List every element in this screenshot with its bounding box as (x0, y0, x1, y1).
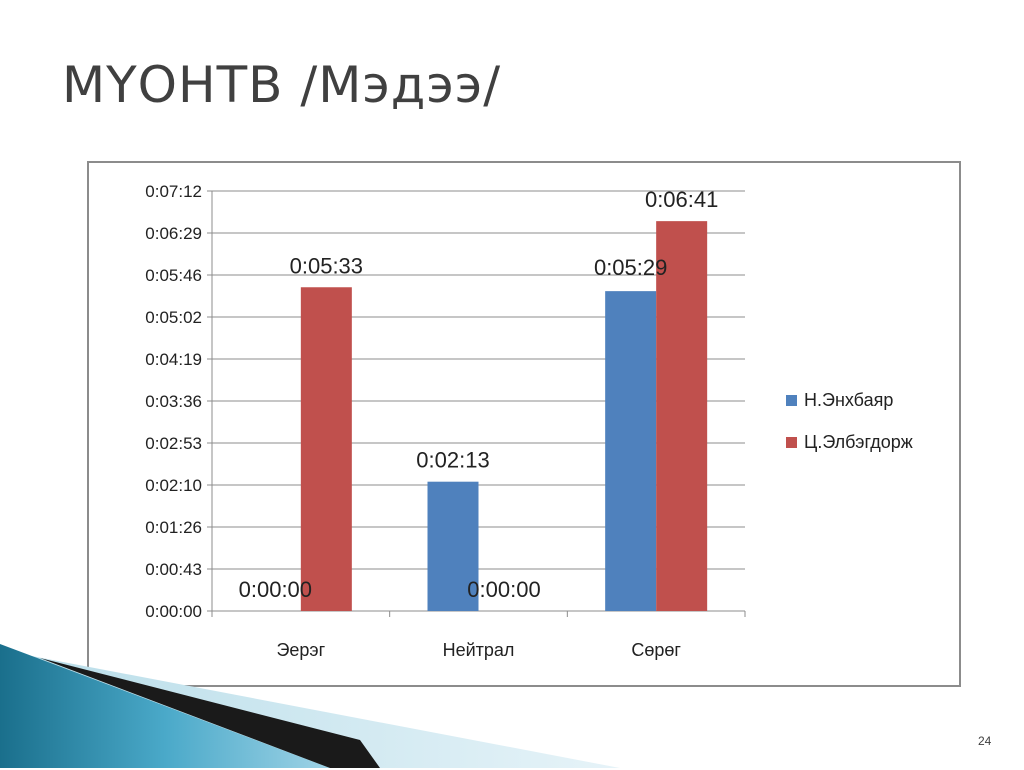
slide-title: МҮОНТВ /Мэдээ/ (62, 56, 502, 114)
y-tick-label: 0:06:29 (145, 224, 202, 243)
y-tick-label: 0:02:10 (145, 476, 202, 495)
bar-chart: 0:00:00 0:00:43 0:01:26 0:02:10 0:02:53 0:03:… (145, 182, 913, 660)
y-tick-label: 0:01:26 (145, 518, 202, 537)
legend-entry: Ц.Элбэгдорж (804, 432, 913, 452)
data-label: 0:06:41 (645, 187, 718, 212)
data-label: 0:00:00 (239, 577, 312, 602)
decorative-swoosh (0, 644, 620, 768)
y-tick-label: 0:02:53 (145, 434, 202, 453)
data-label: 0:05:33 (290, 253, 363, 278)
chart-frame: 0:00:00 0:00:43 0:01:26 0:02:10 0:02:53 0:03:… (87, 161, 961, 687)
bar-series-2 (656, 221, 708, 611)
category-label: Эерэг (276, 640, 325, 660)
y-tick-label: 0:00:00 (145, 602, 202, 621)
legend-swatch (786, 395, 797, 406)
y-tick-label: 0:04:19 (145, 350, 202, 369)
data-label: 0:05:29 (594, 255, 667, 280)
category-label: Сөрөг (631, 640, 681, 660)
category-label: Нейтрал (443, 640, 515, 660)
y-tick-label: 0:07:12 (145, 182, 202, 201)
bar-series-1 (427, 481, 479, 611)
data-label: 0:00:00 (467, 577, 540, 602)
y-tick-label: 0:05:02 (145, 308, 202, 327)
bar-series-2 (300, 287, 352, 611)
legend-entry: Н.Энхбаяр (804, 390, 893, 410)
data-label: 0:02:13 (416, 448, 489, 473)
y-tick-label: 0:03:36 (145, 392, 202, 411)
page-number: 24 (978, 734, 992, 748)
y-tick-label: 0:00:43 (145, 560, 202, 579)
bar-series-1 (605, 291, 657, 611)
legend-swatch (786, 437, 797, 448)
y-tick-label: 0:05:46 (145, 266, 202, 285)
